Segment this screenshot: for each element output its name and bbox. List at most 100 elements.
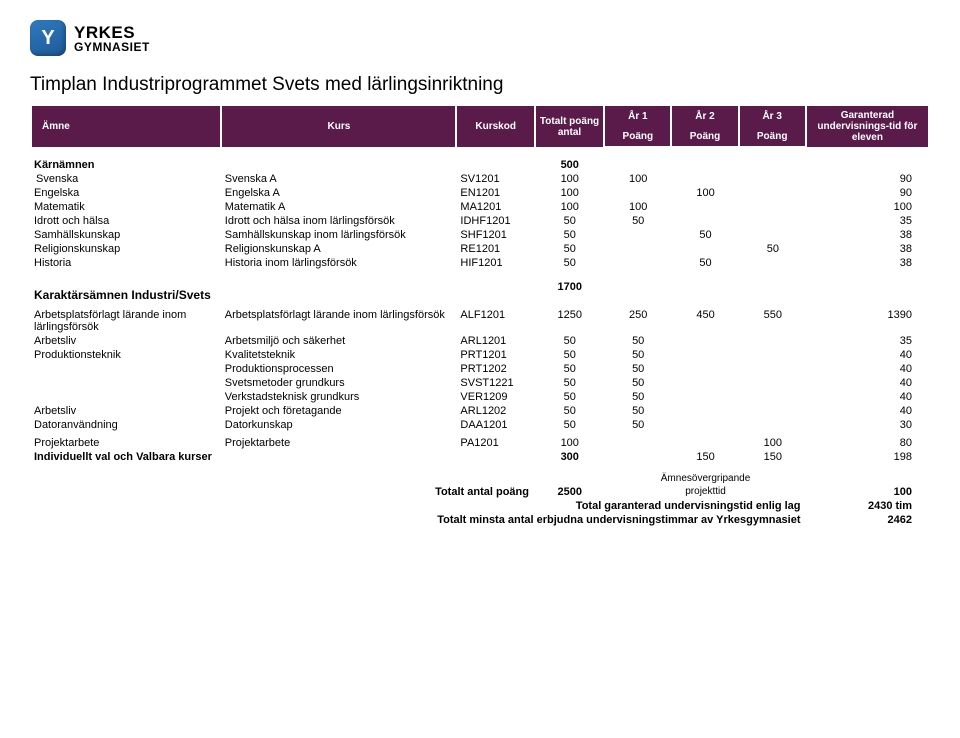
cell-tot: 50 [535, 242, 605, 256]
cell-amne: Historia [30, 256, 221, 270]
cell-tot: 50 [535, 348, 605, 362]
cell-kurs: Projekt och företagande [221, 404, 457, 418]
cell-ar3 [739, 362, 806, 376]
cell-gar: 40 [807, 348, 930, 362]
hdr-poang3: Poäng [739, 126, 806, 147]
cell-ar2 [672, 214, 739, 228]
cell-ar1 [605, 228, 672, 242]
cell-gar: 35 [807, 214, 930, 228]
table-row: ProduktionsteknikKvalitetsteknikPRT12015… [30, 348, 930, 362]
cell-ar2: 50 [672, 228, 739, 242]
footer-over1: Ämnesövergripande [30, 472, 930, 485]
cell-ar2 [672, 376, 739, 390]
cell-tot: 1250 [535, 308, 605, 334]
table-row: Svetsmetoder grundkursSVST1221505040 [30, 376, 930, 390]
table-row: SvenskaSvenska ASV120110010090 [30, 172, 930, 186]
logo: Y YRKES GYMNASIET [30, 20, 930, 56]
c [456, 158, 535, 172]
cell-kod: PA1201 [456, 436, 535, 450]
hdr-ar2: År 2 [671, 105, 738, 126]
cell-kod: PRT1201 [456, 348, 535, 362]
cell-amne: Produktionsteknik [30, 348, 221, 362]
cell-kod: ALF1201 [456, 308, 535, 334]
cell-ar3 [739, 404, 806, 418]
table-row: HistoriaHistoria inom lärlingsförsökHIF1… [30, 256, 930, 270]
cell-kurs: Svenska A [221, 172, 457, 186]
cell-kurs: Arbetsplatsförlagt lärande inom lärlings… [221, 308, 457, 334]
table-row: EngelskaEngelska AEN120110010090 [30, 186, 930, 200]
cell-kurs: Idrott och hälsa inom lärlingsförsök [221, 214, 457, 228]
page-title: Timplan Industriprogrammet Svets med lär… [30, 74, 930, 96]
lag-val: 2430 tim [807, 499, 930, 513]
cell-ar1: 50 [605, 362, 672, 376]
table-row: ArbetslivProjekt och företagandeARL12025… [30, 404, 930, 418]
cell-ar1: 50 [605, 390, 672, 404]
cell-kod: SVST1221 [456, 376, 535, 390]
table-row: ProjektarbeteProjektarbetePA120110010080 [30, 436, 930, 450]
over-val: 100 [807, 485, 930, 499]
section-karaktar-header: Karaktärsämnen Industri/Svets1700 [30, 280, 930, 308]
cell-amne: Arbetsliv [30, 334, 221, 348]
cell-kurs: Projektarbete [221, 436, 457, 450]
cell-gar: 100 [807, 200, 930, 214]
c [807, 280, 930, 308]
cell-gar: 38 [807, 228, 930, 242]
table-row: SamhällskunskapSamhällskunskap inom lärl… [30, 228, 930, 242]
cell-kod: PRT1202 [456, 362, 535, 376]
cell-ar3 [739, 334, 806, 348]
cell-amne: Projektarbete [30, 436, 221, 450]
table-row: Arbetsplatsförlagt lärande inom lärlings… [30, 308, 930, 334]
cell-tot: 50 [535, 404, 605, 418]
cell-tot: 50 [535, 256, 605, 270]
cell-kurs: Svetsmetoder grundkurs [221, 376, 457, 390]
cell-gar: 80 [807, 436, 930, 450]
cell-kurs: Produktionsprocessen [221, 362, 457, 376]
min-val: 2462 [807, 513, 930, 527]
cell-ar3: 550 [739, 308, 806, 334]
hdr-kurskod: Kurskod [456, 105, 534, 147]
cell-amne: Idrott och hälsa [30, 214, 221, 228]
c [605, 450, 672, 464]
cell-ar1: 50 [605, 376, 672, 390]
cell-tot: 50 [535, 390, 605, 404]
hdr-ar3: År 3 [739, 105, 806, 126]
cell-kod: MA1201 [456, 200, 535, 214]
cell-ar1: 100 [605, 200, 672, 214]
cell-ar3 [739, 256, 806, 270]
cell-tot: 50 [535, 334, 605, 348]
cell-ar1: 100 [605, 172, 672, 186]
cell-ar1: 50 [605, 334, 672, 348]
logo-badge-icon: Y [30, 20, 66, 56]
column-header-bar: Ämne Kurs Kurskod Totalt poäng antal År … [30, 104, 930, 148]
cell-gar: 40 [807, 404, 930, 418]
cell-gar: 30 [807, 418, 930, 432]
hdr-garanterad: Garanterad undervisnings-tid för eleven [806, 105, 929, 147]
cell-tot: 100 [535, 172, 605, 186]
table-row: Idrott och hälsaIdrott och hälsa inom lä… [30, 214, 930, 228]
cell-amne: Svenska [30, 172, 221, 186]
cell-ar3 [739, 390, 806, 404]
cell-gar: 1390 [807, 308, 930, 334]
cell-amne: Datoranvändning [30, 418, 221, 432]
cell-ar3: 100 [739, 436, 806, 450]
cell-kod: RE1201 [456, 242, 535, 256]
indiv-a2: 150 [672, 450, 739, 464]
cell-kod: ARL1201 [456, 334, 535, 348]
cell-ar1: 50 [605, 418, 672, 432]
min-label: Totalt minsta antal erbjudna undervisnin… [30, 513, 807, 527]
section-title: Karaktärsämnen Industri/Svets [30, 280, 535, 308]
cell-tot: 50 [535, 376, 605, 390]
logo-brand: YRKES [74, 24, 150, 41]
cell-amne: Samhällskunskap [30, 228, 221, 242]
cell-kod: ARL1202 [456, 404, 535, 418]
cell-kurs: Historia inom lärlingsförsök [221, 256, 457, 270]
cell-kod: EN1201 [456, 186, 535, 200]
cell-ar2 [672, 390, 739, 404]
cell-gar: 40 [807, 362, 930, 376]
cell-ar2: 450 [672, 308, 739, 334]
table-row: ReligionskunskapReligionskunskap ARE1201… [30, 242, 930, 256]
tot-val: 2500 [535, 485, 605, 499]
indiv-tot: 300 [535, 450, 605, 464]
c [807, 158, 930, 172]
indiv-gar: 198 [807, 450, 930, 464]
